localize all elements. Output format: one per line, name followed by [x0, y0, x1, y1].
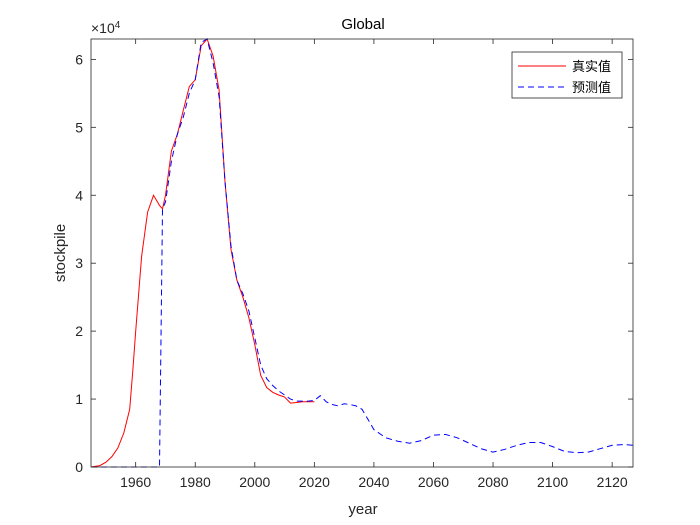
series-layer [90, 38, 634, 468]
x-tick-label: 2000 [239, 474, 270, 490]
legend-label-pred: 预测值 [572, 80, 611, 96]
plot-area [91, 39, 633, 467]
series-line-predicted [91, 38, 634, 468]
legend-box [511, 51, 623, 99]
legend-label-real: 真实值 [572, 59, 611, 75]
y-axis-label: stockpile [52, 224, 69, 282]
series-line-real [90, 38, 315, 468]
x-tick-label: 2060 [418, 474, 449, 490]
y-tick-label: 1 [75, 391, 83, 407]
y-exponent-base: ×10 [91, 20, 115, 36]
y-exponent-power: 4 [115, 20, 121, 31]
y-tick-label: 4 [75, 187, 83, 203]
x-tick-label: 2080 [477, 474, 508, 490]
axes-layer: 1960 1980 2000 2020 2040 2060 2080 2100 2120 0 1 2 3… [75, 38, 634, 490]
axes-box [90, 38, 634, 468]
x-tick-label: 2040 [358, 474, 389, 490]
x-tick-label: 2020 [299, 474, 330, 490]
x-axis-label: year [348, 501, 377, 518]
legend: 真实值 预测值 [511, 51, 623, 99]
y-tick-label: 0 [75, 459, 83, 475]
y-tick-label: 6 [75, 51, 83, 67]
x-tick-label: 2120 [597, 474, 628, 490]
x-tick-label: 2100 [537, 474, 568, 490]
chart-title: Global [341, 16, 384, 33]
y-tick-label: 2 [75, 323, 83, 339]
x-tick-label: 1980 [180, 474, 211, 490]
y-tick-label: 5 [75, 119, 83, 135]
y-exponent-label: ×104 [91, 20, 121, 37]
x-tick-label: 1960 [120, 474, 151, 490]
y-tick-label: 3 [75, 255, 83, 271]
